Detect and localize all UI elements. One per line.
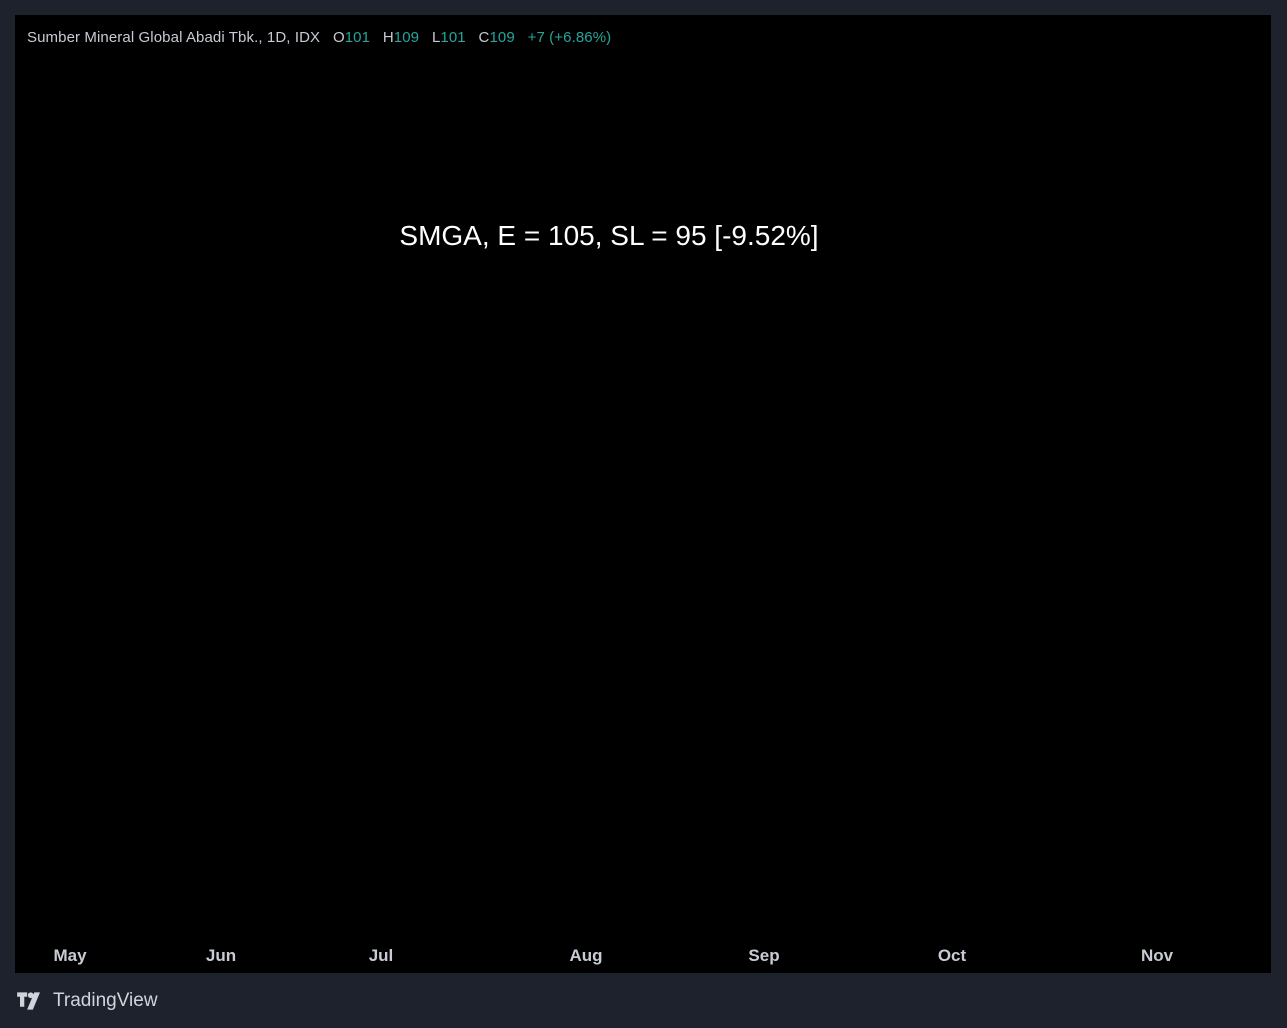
close-value: 109 bbox=[489, 29, 515, 46]
brand-name: TradingView bbox=[53, 990, 158, 1011]
x-tick-label: May bbox=[53, 946, 87, 965]
high-value: 109 bbox=[393, 29, 420, 46]
x-tick-label: Oct bbox=[938, 946, 967, 965]
x-tick-label: Nov bbox=[1141, 946, 1174, 965]
chart-panel[interactable]: 19017015014013011810286807468635854MayJu… bbox=[15, 15, 1271, 973]
open-value: 101 bbox=[344, 29, 371, 46]
high-label: H bbox=[382, 29, 394, 46]
close-label: C bbox=[478, 29, 490, 46]
price-chart[interactable]: 19017015014013011810286807468635854MayJu… bbox=[15, 15, 1271, 973]
symbol-legend: Sumber Mineral Global Abadi Tbk., 1D, ID… bbox=[27, 29, 611, 46]
footer: TradingView bbox=[15, 990, 158, 1012]
change-value: +7 (+6.86%) bbox=[527, 29, 612, 46]
low-label: L bbox=[431, 29, 441, 46]
x-tick-label: Sep bbox=[748, 946, 779, 965]
x-tick-label: Jun bbox=[206, 946, 236, 965]
x-tick-label: Jul bbox=[369, 946, 394, 965]
tradingview-logo-icon bbox=[17, 992, 40, 1010]
open-label: O bbox=[332, 29, 345, 46]
trade-annotation: SMGA, E = 105, SL = 95 [-9.52%] bbox=[399, 220, 818, 251]
low-value: 101 bbox=[440, 29, 466, 46]
symbol-name: Sumber Mineral Global Abadi Tbk., 1D, ID… bbox=[27, 29, 321, 46]
x-tick-label: Aug bbox=[569, 946, 602, 965]
